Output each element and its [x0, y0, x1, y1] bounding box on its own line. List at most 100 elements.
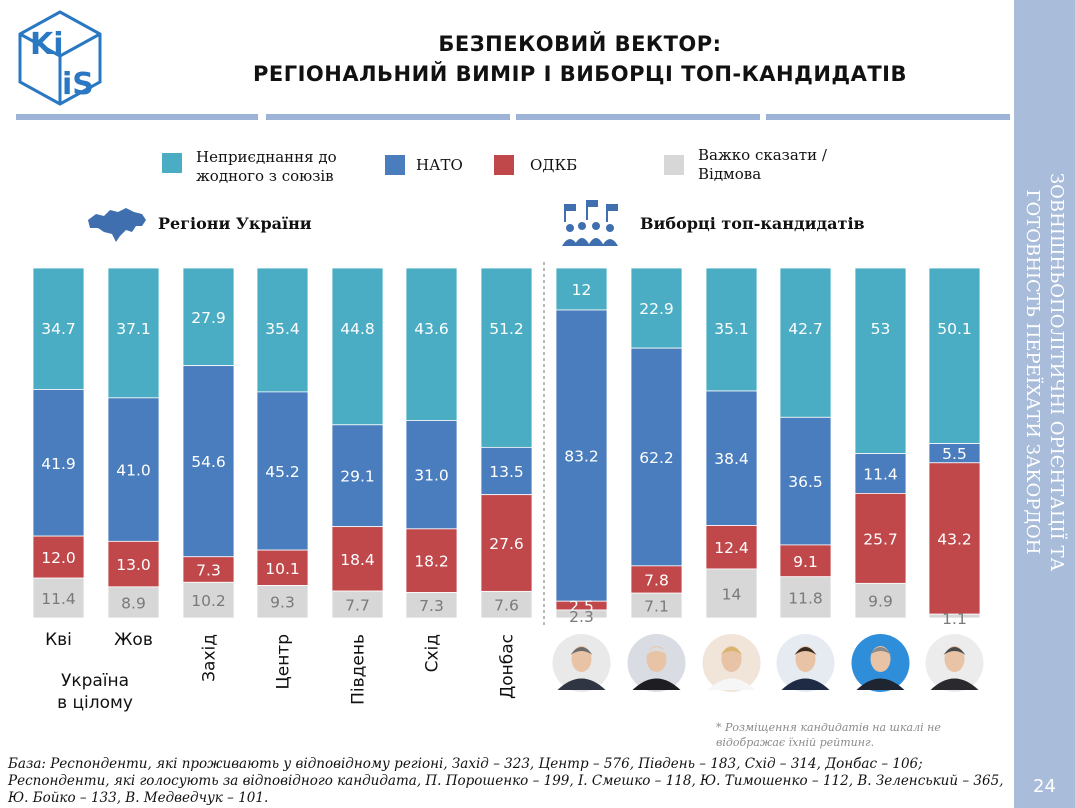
bar-segment-none-6 — [480, 267, 533, 448]
data-label-nato-10: 36.5 — [788, 473, 823, 491]
data-label-nato-7: 83.2 — [564, 448, 599, 466]
data-label-nato-2: 54.6 — [191, 453, 226, 471]
ukraine-map-icon — [88, 208, 146, 242]
data-label-dk-8: 7.1 — [644, 598, 669, 616]
data-label-dk-6: 7.6 — [494, 597, 519, 615]
bar-segment-odkb-0 — [32, 535, 85, 579]
section-title-regions: Регіони України — [158, 214, 312, 233]
title-line-1: БЕЗПЕКОВИЙ ВЕКТОР: — [438, 32, 722, 56]
legend-label-dk: Важко сказати / Відмова — [698, 146, 827, 183]
candidate-photo-2 — [627, 634, 686, 692]
bar-segment-none-11 — [854, 267, 907, 454]
candidate-photo-5 — [851, 634, 910, 692]
bar-segment-none-2 — [182, 267, 235, 367]
data-label-none-1: 37.1 — [116, 320, 151, 338]
data-label-none-2: 27.9 — [191, 309, 226, 327]
bar-segment-none-4 — [331, 267, 384, 426]
svg-text:iS: iS — [62, 67, 94, 102]
bar-segment-none-0 — [32, 267, 85, 390]
bar-segment-dk-8 — [630, 592, 683, 619]
kiis-logo: Ki iS — [18, 10, 102, 106]
data-label-dk-7: 2.3 — [569, 608, 594, 626]
svg-text:Ki: Ki — [30, 27, 64, 62]
page-number: 24 — [1033, 776, 1056, 797]
bar-segment-nato-3 — [256, 391, 309, 551]
data-label-none-8: 22.9 — [639, 300, 674, 318]
bar-segment-odkb-9 — [705, 525, 758, 570]
header-rule-3 — [516, 114, 760, 120]
data-label-none-4: 44.8 — [340, 320, 375, 338]
data-label-nato-4: 29.1 — [340, 468, 375, 486]
data-label-odkb-8: 7.8 — [644, 572, 669, 590]
group-label-line-2: в цілому — [57, 693, 133, 713]
header-rule-1 — [16, 114, 258, 120]
data-label-none-0: 34.7 — [41, 320, 76, 338]
data-label-nato-3: 45.2 — [265, 463, 300, 481]
bar-segment-none-1 — [107, 267, 160, 399]
legend-swatch-odkb — [494, 155, 514, 175]
legend-swatch-dk — [664, 155, 684, 175]
data-label-nato-0: 41.9 — [41, 455, 76, 473]
data-label-nato-8: 62.2 — [639, 449, 674, 467]
data-label-odkb-9: 12.4 — [714, 539, 749, 557]
candidate-photo-4 — [776, 634, 835, 692]
data-label-dk-12: 1.1 — [942, 610, 967, 628]
data-label-odkb-7: 2.5 — [569, 598, 594, 616]
candidate-photo-3 — [702, 634, 761, 692]
bar-segment-dk-12 — [928, 613, 981, 619]
sidebar-title-line-2: ГОТОВНІСТЬ ПЕРЕЇХАТИ ЗАКОРДОН — [1022, 189, 1043, 555]
bar-segment-odkb-8 — [630, 565, 683, 594]
data-label-none-7: 12 — [572, 281, 592, 299]
group-label-line-1: Україна — [61, 671, 129, 691]
bar-segment-dk-10 — [779, 576, 832, 619]
candidate-footnote: * Розміщення кандидатів на шкалі не відо… — [716, 721, 941, 749]
title-line-2: РЕГІОНАЛЬНИЙ ВИМІР І ВИБОРЦІ ТОП-КАНДИДА… — [253, 62, 907, 86]
data-label-nato-11: 11.4 — [863, 465, 898, 483]
data-label-dk-11: 9.9 — [868, 593, 893, 611]
data-label-none-9: 35.1 — [714, 320, 749, 338]
data-label-nato-9: 38.4 — [714, 450, 749, 468]
data-label-nato-12: 5.5 — [942, 445, 967, 463]
bar-segment-none-12 — [928, 267, 981, 444]
category-label-1: Жов — [114, 630, 153, 650]
bar-segment-odkb-10 — [779, 544, 832, 578]
bar-segment-odkb-5 — [405, 528, 458, 593]
category-label-3: Центр — [274, 634, 294, 689]
bar-segment-nato-12 — [928, 443, 981, 464]
legend-swatch-none — [162, 153, 182, 173]
bar-segment-odkb-7 — [555, 600, 608, 611]
bar-segment-nato-10 — [779, 416, 832, 546]
bar-segment-dk-5 — [405, 592, 458, 619]
data-label-dk-4: 7.7 — [345, 597, 370, 615]
bar-segment-nato-7 — [555, 309, 608, 602]
data-label-none-5: 43.6 — [414, 320, 449, 338]
bar-segment-none-5 — [405, 267, 458, 421]
voters-flags-icon — [562, 200, 618, 246]
data-label-dk-5: 7.3 — [419, 597, 444, 615]
bar-segment-dk-1 — [107, 586, 160, 619]
sidebar-title-line-1: ЗОВНІШНЬОПОЛІТИЧНІ ОРІЄНТАЦІЇ ТА — [1046, 172, 1067, 572]
bar-segment-none-10 — [779, 267, 832, 418]
sidebar-section-title: ЗОВНІШНЬОПОЛІТИЧНІ ОРІЄНТАЦІЇ ТА ГОТОВНІ… — [1020, 173, 1068, 571]
bar-segment-nato-0 — [32, 389, 85, 537]
category-label-6: Донбас — [498, 634, 518, 699]
legend-label-nato: НАТО — [416, 156, 463, 174]
bar-segment-odkb-4 — [331, 526, 384, 592]
bar-segment-nato-4 — [331, 424, 384, 528]
category-label-2: Захід — [200, 634, 220, 682]
data-label-dk-3: 9.3 — [270, 594, 295, 612]
data-label-none-11: 53 — [871, 320, 891, 338]
bar-segment-none-9 — [705, 267, 758, 392]
data-label-dk-2: 10.2 — [191, 592, 226, 610]
legend-swatch-nato — [385, 155, 405, 175]
data-label-dk-10: 11.8 — [788, 589, 823, 607]
bar-segment-odkb-1 — [107, 540, 160, 588]
bar-segment-none-8 — [630, 267, 683, 349]
bar-segment-nato-6 — [480, 446, 533, 496]
data-label-odkb-11: 25.7 — [863, 530, 898, 548]
category-label-4: Південь — [349, 634, 369, 705]
data-label-odkb-6: 27.6 — [489, 535, 524, 553]
bar-segment-nato-8 — [630, 347, 683, 567]
bar-segment-none-3 — [256, 267, 309, 393]
bar-segment-nato-1 — [107, 397, 160, 542]
